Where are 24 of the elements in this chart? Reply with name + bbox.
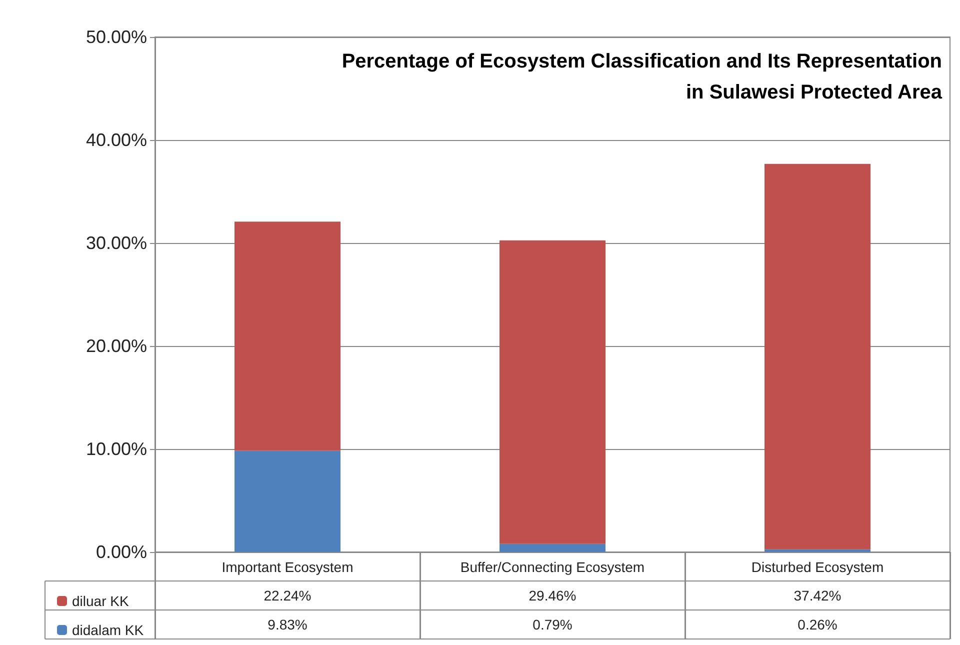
bar	[500, 240, 606, 544]
x-tick-label: Disturbed Ecosystem	[751, 559, 884, 575]
data-label: 0.26%	[798, 616, 838, 632]
legend-label: didalam KK	[72, 622, 144, 638]
bar	[764, 164, 870, 550]
text: Percentage of Ecosystem Classification and Its Representation in Sulawesi Protected Area	[342, 50, 943, 104]
x-tick-label: Buffer/Connecting Ecosystem	[460, 559, 645, 575]
y-tick-label: 20.00%	[86, 336, 147, 356]
data-label: 22.24%	[264, 588, 312, 604]
x-tick-label: Important Ecosystem	[222, 559, 354, 575]
bar	[500, 544, 606, 552]
data-label: 0.79%	[532, 616, 572, 632]
y-tick-label: 40.00%	[86, 130, 147, 150]
data-label: 37.42%	[794, 588, 842, 604]
y-tick-label: 50.00%	[86, 27, 147, 47]
data-label: 9.83%	[268, 616, 308, 632]
bar	[764, 549, 870, 552]
legend-label: diluar KK	[72, 593, 130, 609]
data-label: 29.46%	[528, 588, 576, 604]
y-tick-label: 0.00%	[96, 542, 147, 562]
y-tick-label: 10.00%	[86, 439, 147, 459]
y-tick-label: 30.00%	[86, 233, 147, 253]
bar	[234, 450, 340, 552]
bar	[234, 222, 340, 451]
